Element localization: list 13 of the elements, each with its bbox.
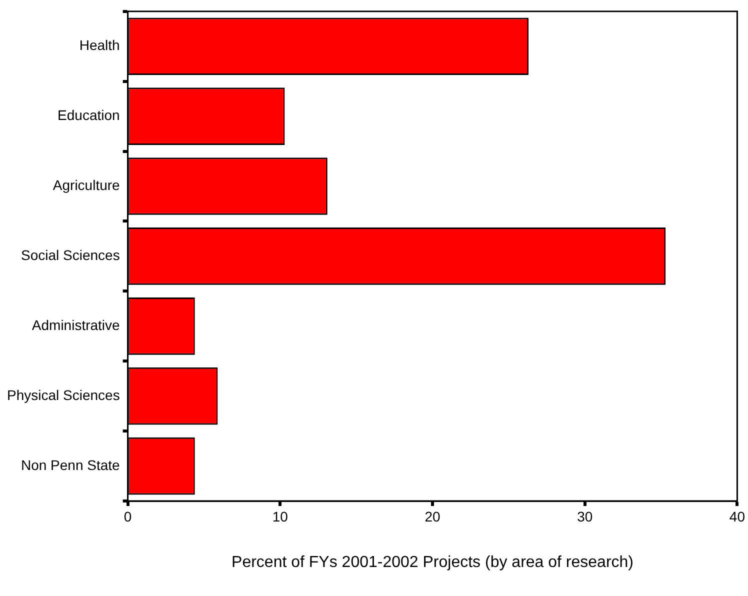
y-tick-label: Physical Sciences	[7, 386, 120, 403]
x-tick-label: 10	[272, 508, 288, 524]
x-axis-title: Percent of FYs 2001-2002 Projects (by area of research)	[232, 554, 634, 571]
y-tick-label: Social Sciences	[21, 247, 120, 264]
x-tick-label: 30	[577, 508, 593, 524]
x-tick-label: 20	[424, 508, 441, 524]
y-tick-label: Administrative	[32, 317, 120, 333]
y-tick-label: Agriculture	[52, 177, 120, 194]
y-tick-label: Non Penn State	[20, 456, 120, 473]
y-tick-label: Education	[58, 107, 120, 124]
y-tick-label: Health	[79, 37, 120, 54]
x-tick-label: 0	[124, 508, 132, 524]
x-tick-label: 40	[729, 508, 746, 524]
